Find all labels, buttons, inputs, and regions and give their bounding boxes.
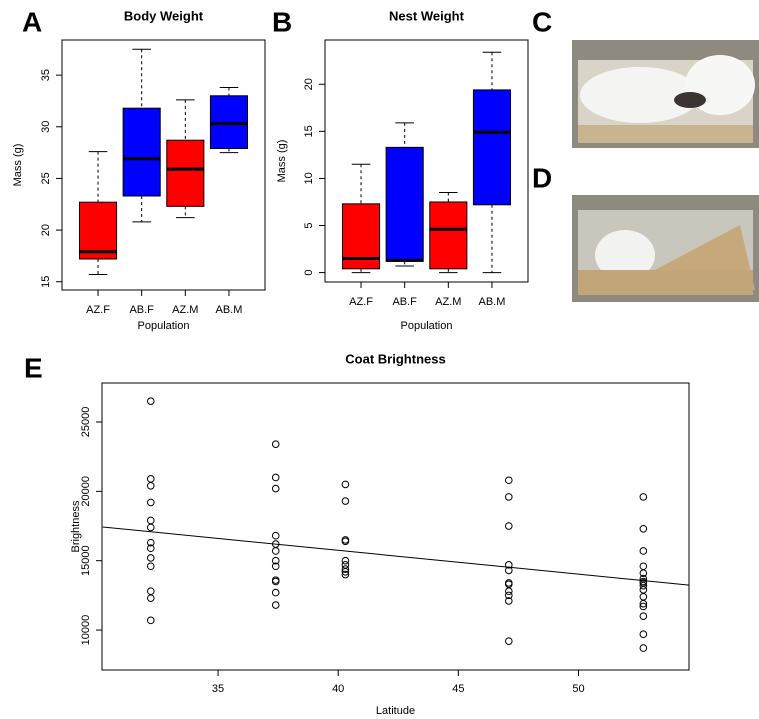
x-axis-label: Latitude [376,705,415,717]
box [473,90,510,205]
box [386,147,423,261]
y-tick-label: 15 [40,276,52,288]
box [123,108,160,196]
y-tick-label: 15000 [80,545,92,576]
y-tick-label: 0 [303,270,315,276]
point [147,588,154,595]
point [272,532,279,539]
x-tick-label: AB.M [216,304,243,316]
point [640,593,647,600]
point [147,482,154,489]
point [147,524,154,531]
point [640,494,647,501]
point [272,589,279,596]
x-tick-label: AB.F [129,304,154,316]
point [147,499,154,506]
y-tick-label: 25 [40,172,52,184]
point [640,548,647,555]
trend-line [103,527,689,585]
x-tick-label: 45 [452,683,464,695]
chart-title: Body Weight [124,8,204,23]
x-tick-label: AB.F [392,296,417,308]
panel-label: C [532,6,552,37]
point [505,523,512,530]
figure: A B C D E Body Weight Population Mass (g) 1… [0,0,759,719]
point [272,602,279,609]
y-tick-label: 5 [303,222,315,228]
x-tick-label: AZ.F [86,304,110,316]
y-tick-label: 25000 [80,407,92,438]
photo-nest-c [572,40,759,148]
y-tick-label: 35 [40,69,52,81]
point [147,555,154,562]
point [272,548,279,555]
x-tick-label: 35 [212,683,224,695]
y-axis-label: Mass (g) [12,144,24,187]
point [342,481,349,488]
y-tick-label: 20 [40,224,52,236]
point [147,617,154,624]
panel-label: B [272,6,292,37]
point [147,563,154,570]
x-tick-label: AZ.M [435,296,461,308]
point [147,398,154,405]
x-tick-label: AZ.F [349,296,373,308]
box [210,96,247,149]
point [272,485,279,492]
photo-nest-d [572,195,759,302]
point [342,498,349,505]
box [430,202,467,269]
point [272,441,279,448]
y-axis-label: Brightness [70,500,82,552]
y-tick-label: 20 [303,78,315,90]
x-tick-label: 40 [332,683,344,695]
point [147,476,154,483]
box [167,140,204,206]
panel-label: E [24,352,43,383]
point [505,494,512,501]
point [640,563,647,570]
y-tick-label: 20000 [80,476,92,507]
y-tick-label: 30 [40,121,52,133]
y-tick-label: 10 [303,172,315,184]
point [640,645,647,652]
point [640,613,647,620]
point [147,517,154,524]
x-axis-label: Population [401,320,453,332]
y-axis-label: Mass (g) [276,140,288,183]
x-axis-label: Population [138,320,190,332]
panel-label: A [22,6,42,37]
point [147,595,154,602]
x-tick-label: AZ.M [172,304,198,316]
chart-title: Coat Brightness [345,351,445,366]
point [505,477,512,484]
point [272,474,279,481]
point [505,638,512,645]
y-tick-label: 15 [303,125,315,137]
x-tick-label: 50 [572,683,584,695]
x-tick-label: AB.M [479,296,506,308]
panel-label: D [532,162,552,193]
point [640,631,647,638]
chart-title: Nest Weight [389,8,465,23]
y-tick-label: 10000 [80,615,92,646]
plot-frame [102,383,689,670]
point [640,525,647,532]
point [640,587,647,594]
